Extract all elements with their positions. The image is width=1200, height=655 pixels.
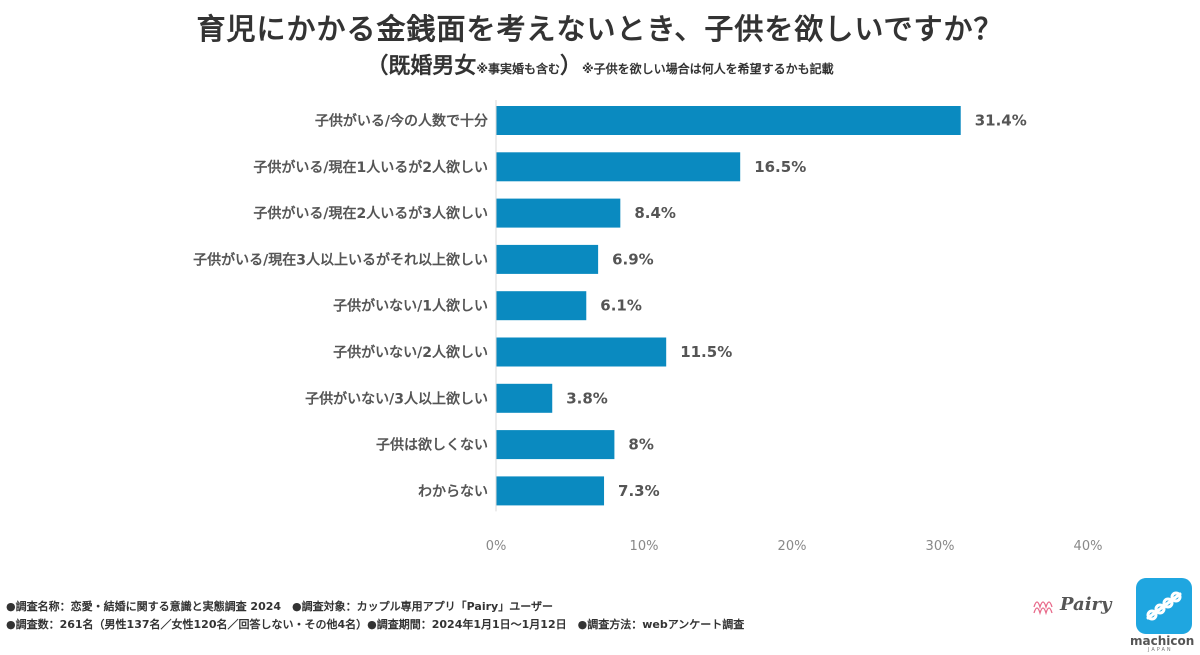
bar: [496, 476, 605, 506]
x-tick-label: 0%: [486, 539, 507, 554]
bar: [496, 291, 587, 321]
bar: [496, 337, 667, 367]
category-label: 子供がいる/現在3人以上いるがそれ以上欲しい: [193, 251, 488, 268]
x-tick-label: 40%: [1074, 539, 1103, 554]
bar-chart: 子供がいる/今の人数で十分 31.4% 子供がいる/現在1人いるが2人欲しい 16.5…: [193, 100, 1103, 554]
value-label: 8.4%: [634, 204, 676, 222]
machicon-logo-icon: [1136, 578, 1192, 634]
subtitle-note: ※事実婚も含む: [476, 62, 560, 76]
machicon-logo-subtext: JAPAN: [1148, 647, 1173, 653]
category-label: 子供がいない/1人欲しい: [333, 298, 488, 315]
value-label: 7.3%: [618, 482, 660, 500]
x-tick-label: 20%: [778, 539, 807, 554]
chart-subtitle: （既婚男女: [366, 54, 477, 79]
pairy-logo-text: Pairy: [1060, 594, 1112, 615]
bar: [496, 430, 615, 460]
subtitle-note-2: ※子供を欲しい場合は何人を希望するかも記載: [582, 62, 834, 76]
category-label: 子供は欲しくない: [376, 437, 488, 454]
value-label: 11.5%: [680, 343, 732, 361]
category-label: わからない: [418, 484, 488, 500]
value-label: 16.5%: [754, 158, 806, 176]
subtitle-close: ）: [560, 54, 583, 79]
x-tick-label: 10%: [630, 539, 659, 554]
value-label: 6.1%: [600, 297, 642, 315]
category-label: 子供がいない/3人以上欲しい: [305, 390, 488, 407]
category-label: 子供がいない/2人欲しい: [333, 344, 488, 361]
bar: [496, 106, 961, 135]
footer-survey-info-1: ●調査名称：恋愛・結婚に関する意識と実態調査 2024 ●調査対象：カップル専用…: [6, 600, 553, 613]
value-label: 3.8%: [566, 389, 608, 407]
chart-title: 育児にかかる金銭面を考えないとき、子供を欲しいですか？: [196, 12, 1004, 46]
bar: [496, 244, 599, 274]
value-label: 6.9%: [612, 250, 654, 268]
value-label: 31.4%: [975, 112, 1027, 130]
x-tick-label: 30%: [926, 539, 955, 554]
machicon-logo-text: machicon: [1130, 634, 1195, 648]
pairy-logo-icon: [1033, 601, 1053, 616]
bar: [496, 198, 621, 228]
bar: [496, 152, 741, 182]
bar: [496, 383, 553, 413]
footer-survey-info-2: ●調査数：261名（男性137名／女性120名／回答しない・その他4名）●調査期…: [6, 618, 745, 631]
subtitle-line: （既婚男女※事実婚も含む）※子供を欲しい場合は何人を希望するかも記載: [0, 48, 1200, 80]
category-label: 子供がいる/現在1人いるが2人欲しい: [253, 159, 488, 176]
category-label: 子供がいる/今の人数で十分: [315, 113, 488, 130]
category-label: 子供がいる/現在2人いるが3人欲しい: [253, 205, 488, 222]
value-label: 8%: [628, 436, 653, 454]
